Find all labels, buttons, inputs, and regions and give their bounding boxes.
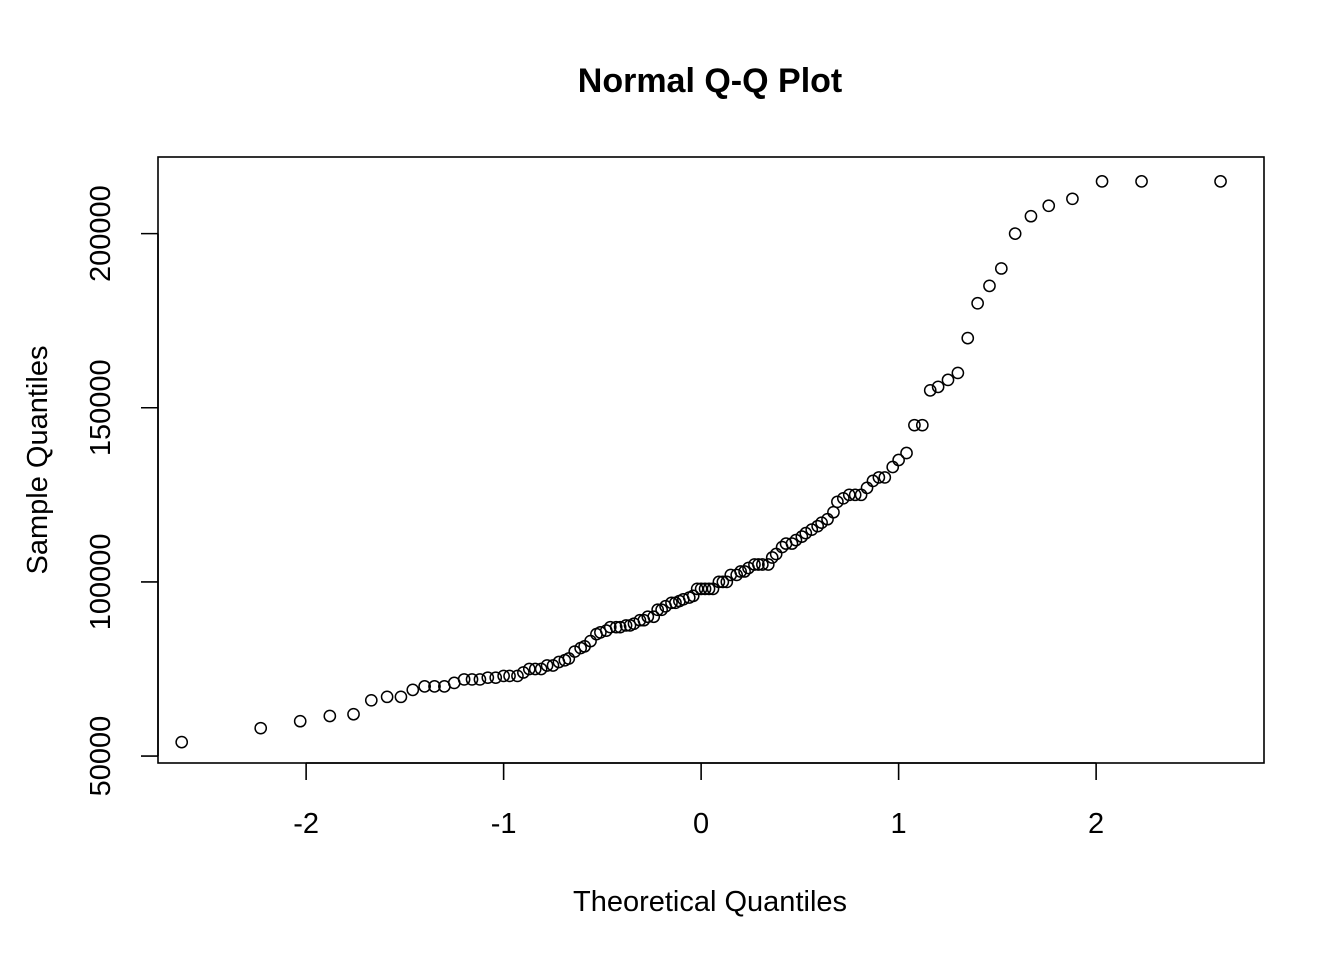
- data-point: [994, 262, 1008, 275]
- data-point: [633, 613, 647, 627]
- data-point: [1042, 199, 1056, 213]
- data-point: [428, 680, 441, 693]
- data-point: [1214, 175, 1227, 188]
- x-tick-label: 0: [693, 808, 709, 840]
- data-point: [951, 366, 965, 380]
- data-point: [915, 418, 929, 432]
- x-tick-label: 1: [891, 808, 907, 840]
- data-point: [923, 383, 937, 397]
- data-point: [540, 659, 554, 672]
- data-point: [609, 620, 623, 634]
- chart-title: Normal Q-Q Plot: [578, 62, 842, 100]
- data-point: [686, 589, 700, 603]
- data-point: [418, 680, 431, 693]
- data-point: [1008, 227, 1022, 240]
- data-point: [716, 575, 730, 589]
- data-point: [748, 558, 761, 571]
- data-point: [364, 693, 378, 707]
- x-axis: -2 -1 0 1 2: [293, 762, 1104, 840]
- data-point: [698, 582, 712, 596]
- data-point: [734, 565, 747, 578]
- data-point: [293, 714, 307, 728]
- data-point: [655, 603, 668, 617]
- data-point: [594, 626, 607, 639]
- data-point: [465, 673, 479, 686]
- x-tick-label: -1: [491, 808, 517, 840]
- data-point: [872, 471, 886, 484]
- x-tick-label: -2: [293, 808, 319, 840]
- data-point: [380, 690, 394, 704]
- data-point: [254, 721, 268, 735]
- data-point: [931, 380, 945, 394]
- data-point: [900, 446, 913, 460]
- data-point: [473, 673, 487, 686]
- data-point: [795, 530, 809, 543]
- data-point: [702, 582, 716, 596]
- data-point: [712, 575, 726, 589]
- data-point: [785, 537, 799, 550]
- data-point: [1024, 209, 1038, 223]
- x-axis-label: Theoretical Quantiles: [573, 886, 847, 918]
- data-point: [720, 575, 734, 589]
- data-point: [489, 671, 503, 685]
- data-point: [961, 331, 975, 345]
- x-tick-label: 2: [1088, 808, 1104, 840]
- data-point: [406, 683, 420, 697]
- data-point: [394, 690, 408, 704]
- data-point: [1135, 175, 1148, 188]
- data-point: [619, 619, 633, 632]
- data-point: [765, 551, 779, 564]
- data-point: [647, 610, 661, 624]
- data-point: [323, 709, 337, 723]
- y-tick-label: 200000: [85, 185, 117, 282]
- data-point: [738, 565, 751, 578]
- data-point: [971, 296, 984, 310]
- data-point: [811, 519, 825, 533]
- y-axis-label: Sample Quantiles: [22, 346, 54, 575]
- data-point: [175, 735, 189, 749]
- data-point: [665, 596, 678, 610]
- data-point: [761, 558, 775, 571]
- data-point: [481, 671, 495, 685]
- data-points: [175, 175, 1227, 749]
- data-point: [908, 418, 921, 432]
- data-point: [528, 662, 542, 676]
- data-point: [457, 673, 471, 686]
- data-point: [878, 471, 892, 484]
- y-tick-label: 100000: [85, 534, 117, 631]
- data-point: [756, 558, 769, 571]
- data-point: [848, 488, 862, 502]
- data-point: [892, 453, 905, 467]
- data-point: [1095, 175, 1109, 188]
- data-point: [347, 707, 360, 721]
- y-tick-label: 50000: [85, 716, 117, 797]
- data-point: [651, 603, 665, 617]
- data-point: [1066, 192, 1079, 206]
- data-point: [983, 279, 996, 293]
- data-point: [752, 558, 765, 571]
- data-point: [613, 620, 627, 634]
- data-point: [503, 669, 516, 683]
- y-tick-label: 150000: [85, 359, 117, 456]
- y-axis: 50000 100000 150000 200000: [85, 185, 159, 797]
- data-point: [603, 620, 617, 634]
- data-point: [730, 568, 744, 582]
- data-point: [641, 610, 655, 624]
- data-point: [497, 669, 510, 683]
- data-point: [941, 373, 955, 387]
